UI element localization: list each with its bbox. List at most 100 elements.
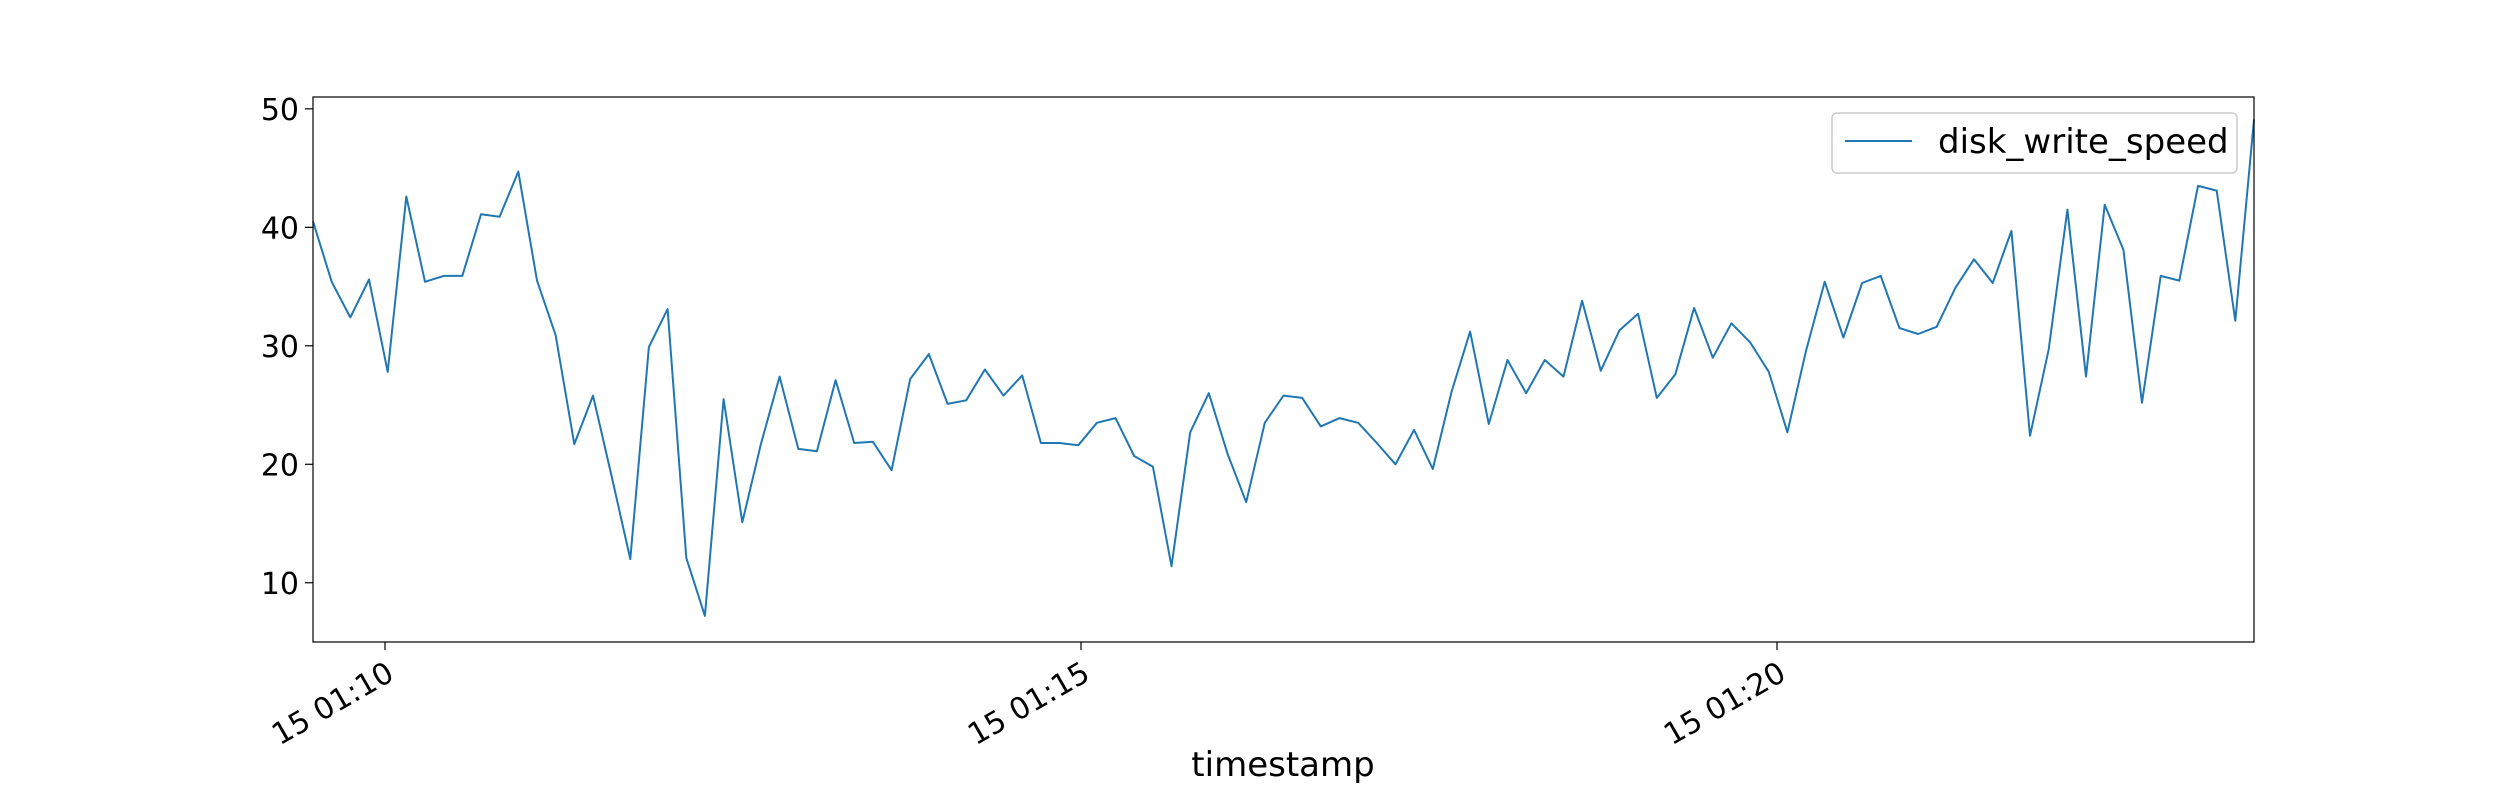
data-point (1451, 391, 1453, 393)
x-tick-label: 15 01:15 (962, 655, 1096, 752)
data-point (1096, 422, 1098, 424)
y-tick-label: 40 (261, 211, 299, 246)
data-point (1320, 425, 1322, 427)
data-point (704, 615, 706, 617)
data-point (984, 369, 986, 371)
data-point (685, 557, 687, 559)
data-point (1133, 455, 1135, 457)
x-tick-label: 15 01:20 (1658, 655, 1792, 752)
y-tick-label: 50 (261, 93, 299, 128)
data-point (909, 378, 911, 380)
data-point (2216, 190, 2218, 192)
plot-frame (312, 96, 2255, 643)
plot-area (313, 97, 2254, 642)
data-point (2141, 402, 2143, 404)
y-axis: 10 20 30 40 50 (261, 93, 313, 602)
data-point (1021, 374, 1023, 376)
data-point (2048, 348, 2050, 350)
data-point (1917, 333, 1919, 335)
data-point (1208, 392, 1210, 394)
data-point (1581, 300, 1583, 302)
data-point (1469, 331, 1471, 333)
data-point (965, 399, 967, 401)
data-point (1805, 350, 1807, 352)
x-axis-label: timestamp (1191, 745, 1374, 785)
data-point (760, 443, 762, 445)
data-point (2160, 275, 2162, 277)
data-point (1749, 341, 1751, 343)
series-layer (312, 119, 2255, 617)
data-point (1301, 397, 1303, 399)
data-point (1189, 431, 1191, 433)
data-point (461, 275, 463, 277)
data-point (872, 441, 874, 443)
data-point (2122, 249, 2124, 251)
data-point (480, 213, 482, 215)
data-point (1842, 337, 1844, 339)
data-point (2104, 204, 2106, 206)
data-point (2178, 280, 2180, 282)
data-point (2197, 185, 2199, 187)
legend-box (1831, 112, 2238, 174)
data-point (499, 216, 501, 218)
data-point (573, 443, 575, 445)
data-point (928, 353, 930, 355)
data-point (1768, 371, 1770, 373)
data-point (368, 279, 370, 281)
data-point (1898, 327, 1900, 329)
data-point (1824, 281, 1826, 283)
data-point (2066, 209, 2068, 211)
data-point (1992, 282, 1994, 284)
data-point (611, 475, 613, 477)
x-tick-label: 15 01:10 (266, 655, 400, 752)
data-point (2010, 230, 2012, 232)
data-point (1413, 429, 1415, 431)
data-point (853, 442, 855, 444)
data-point (723, 398, 725, 400)
data-point (1693, 307, 1695, 309)
data-point (1880, 275, 1882, 277)
data-point (1077, 444, 1079, 446)
data-point (2234, 320, 2236, 322)
data-point (1040, 442, 1042, 444)
data-point (592, 395, 594, 397)
data-point (1152, 466, 1154, 468)
data-point (1525, 392, 1527, 394)
data-point (1003, 395, 1005, 397)
data-point (1954, 287, 1956, 289)
data-point (1245, 501, 1247, 503)
data-point (536, 280, 538, 282)
data-point (1786, 431, 1788, 433)
y-tick-label: 10 (261, 567, 299, 602)
data-point (443, 275, 445, 277)
data-point (1637, 313, 1639, 315)
data-point (779, 376, 781, 378)
data-point (891, 469, 893, 471)
data-point (1507, 359, 1509, 361)
data-point (1376, 442, 1378, 444)
data-point (1973, 258, 1975, 260)
series-line (312, 119, 2255, 617)
data-point (648, 346, 650, 348)
data-point (667, 308, 669, 310)
data-point (331, 281, 333, 283)
data-point (1339, 417, 1341, 419)
data-point (1488, 423, 1490, 425)
legend: disk_write_speed (1831, 112, 2238, 174)
data-point (1600, 370, 1602, 372)
data-point (629, 558, 631, 560)
data-point (405, 196, 407, 198)
data-point (1730, 322, 1732, 324)
data-point (387, 371, 389, 373)
data-point (797, 448, 799, 450)
data-point (1115, 417, 1117, 419)
data-point (1357, 422, 1359, 424)
data-point (1544, 359, 1546, 361)
data-point (517, 171, 519, 173)
data-point (1861, 282, 1863, 284)
data-point (1264, 422, 1266, 424)
data-point (1674, 373, 1676, 375)
data-point (1059, 442, 1061, 444)
data-point (555, 334, 557, 336)
